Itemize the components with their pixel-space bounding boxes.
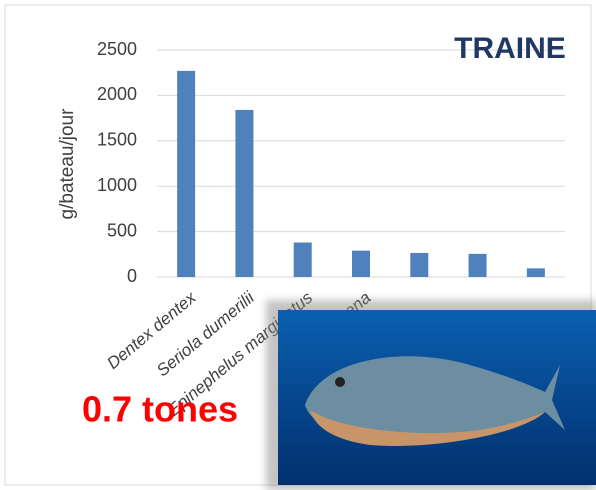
y-axis-label: g/bateau/jour <box>57 108 78 220</box>
y-tick-label: 500 <box>107 220 137 240</box>
bar <box>468 253 487 277</box>
bar <box>235 109 254 277</box>
bar <box>352 250 370 277</box>
photo <box>266 300 596 490</box>
y-tick-label: 1000 <box>97 175 137 195</box>
y-tick-label: 2000 <box>97 84 137 104</box>
y-tick-label: 2500 <box>97 39 137 59</box>
chart-title: TRAINE <box>454 32 566 65</box>
bar <box>177 70 196 277</box>
bar <box>410 252 429 277</box>
bar <box>526 268 545 277</box>
y-tick-label: 0 <box>127 266 137 286</box>
y-tick-label: 1500 <box>97 130 137 150</box>
annotation: 0.7 tones <box>82 389 238 430</box>
bar <box>293 242 312 277</box>
